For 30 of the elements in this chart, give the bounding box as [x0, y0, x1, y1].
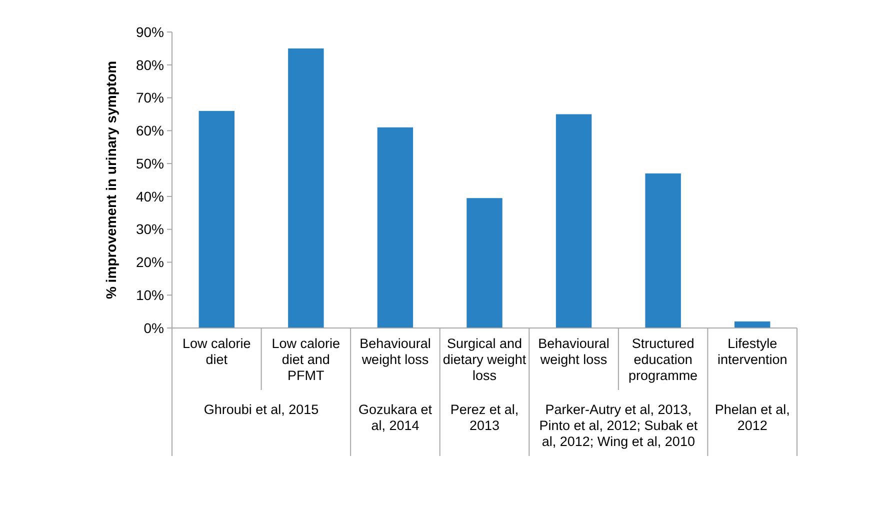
bar — [377, 127, 414, 328]
x-tick-label: Structured education programme — [628, 336, 698, 383]
y-axis-title: % improvement in urinary symptom — [103, 60, 119, 300]
text: Phelan et al, 2012 — [714, 402, 790, 433]
y-tick-label: 40% — [136, 188, 164, 204]
bar — [645, 173, 681, 328]
x-tick-label: Low calorie diet and PFMT — [272, 336, 340, 383]
y-tick-label: 70% — [136, 90, 164, 106]
x-tick-label: Low calorie diet — [182, 336, 251, 367]
bar — [734, 321, 770, 328]
y-tick-label: 80% — [136, 56, 164, 73]
text: Perez et al, 2013 — [450, 402, 519, 433]
y-tick-label: 20% — [136, 254, 164, 270]
text: Parker-Autry et al, 2013, Pinto et al, 2012; Subak et al, 2012; Wing et al, 2010 — [539, 402, 698, 449]
y-tick-label: 60% — [136, 122, 164, 139]
text: Gozukara et al, 2014 — [358, 402, 432, 433]
x-tick-label: Lifestyle intervention — [717, 336, 788, 367]
y-tick-label: 10% — [136, 287, 164, 304]
y-tick-label: 0% — [144, 320, 164, 336]
x-tick-label: Behavioural weight loss — [360, 336, 431, 367]
y-tick-label: 30% — [136, 221, 164, 238]
text: Ghroubi et al, 2015 — [204, 402, 319, 417]
bar — [556, 114, 592, 328]
bar — [466, 198, 502, 328]
y-tick-label: 90% — [136, 24, 164, 40]
bar — [198, 110, 234, 328]
x-tick-label: Surgical and dietary weight loss — [442, 336, 526, 383]
bar — [288, 48, 324, 328]
x-tick-label: Behavioural weight loss — [538, 336, 610, 367]
y-tick-label: 50% — [136, 155, 164, 172]
